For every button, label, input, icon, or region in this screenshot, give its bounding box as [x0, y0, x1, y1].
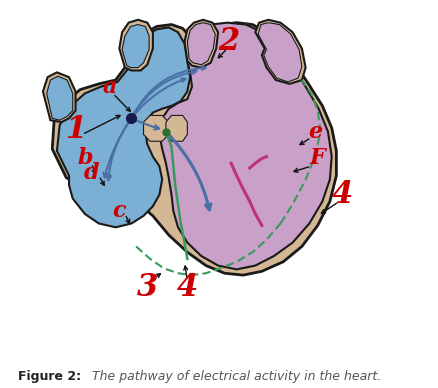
Text: The pathway of electrical activity in the heart.: The pathway of electrical activity in th…: [92, 370, 381, 383]
Text: a: a: [103, 76, 117, 98]
Text: 2: 2: [219, 26, 240, 57]
Polygon shape: [43, 73, 75, 122]
Text: c: c: [113, 200, 126, 222]
Text: e: e: [308, 121, 322, 143]
Polygon shape: [122, 24, 149, 68]
Text: Figure 2:: Figure 2:: [18, 370, 81, 383]
Polygon shape: [52, 23, 336, 275]
Polygon shape: [184, 20, 218, 68]
Text: 4: 4: [332, 179, 353, 210]
Text: 4: 4: [177, 272, 198, 303]
Polygon shape: [166, 115, 187, 141]
Polygon shape: [159, 23, 332, 269]
Text: b: b: [77, 147, 92, 170]
Polygon shape: [119, 20, 153, 71]
Text: F: F: [310, 147, 325, 170]
Polygon shape: [187, 23, 215, 65]
Text: d: d: [84, 162, 99, 184]
Text: 1: 1: [65, 114, 86, 145]
Polygon shape: [255, 20, 306, 84]
Polygon shape: [144, 115, 169, 141]
Polygon shape: [47, 76, 73, 120]
Polygon shape: [258, 23, 302, 82]
Text: 3: 3: [137, 272, 158, 303]
Polygon shape: [57, 28, 190, 227]
